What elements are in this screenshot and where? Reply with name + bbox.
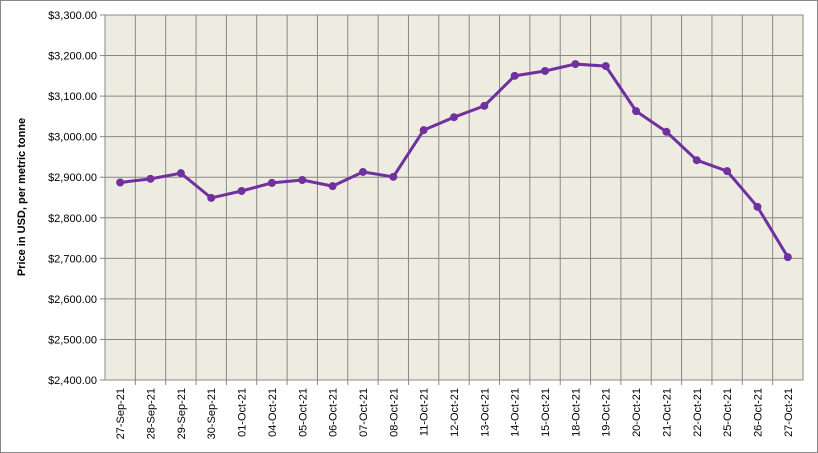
x-tick-label: 30-Sep-21 bbox=[206, 388, 218, 439]
point bbox=[692, 156, 701, 165]
x-tick-label: 12-Oct-21 bbox=[449, 388, 461, 437]
x-tick-label: 18-Oct-21 bbox=[570, 388, 582, 437]
x-tick-label: 01-Oct-21 bbox=[237, 388, 249, 437]
x-tick-label: 29-Sep-21 bbox=[176, 388, 188, 439]
x-tick-label: 22-Oct-21 bbox=[692, 388, 704, 437]
point bbox=[358, 167, 367, 176]
x-tick-label: 27-Oct-21 bbox=[783, 388, 795, 437]
point bbox=[541, 66, 550, 75]
x-tick-label: 28-Sep-21 bbox=[146, 388, 158, 439]
x-tick-label: 08-Oct-21 bbox=[388, 388, 400, 437]
x-tick-label: 07-Oct-21 bbox=[358, 388, 370, 437]
y-tick-label: $2,800.00 bbox=[48, 213, 97, 225]
x-tick-label: 20-Oct-21 bbox=[631, 388, 643, 437]
point bbox=[328, 182, 337, 191]
x-tick-label: 05-Oct-21 bbox=[297, 388, 309, 437]
point bbox=[389, 172, 398, 181]
y-tick-label: $2,600.00 bbox=[48, 294, 97, 306]
point bbox=[662, 127, 671, 136]
plot-area bbox=[104, 14, 804, 381]
point bbox=[632, 107, 641, 116]
x-tick-label: 26-Oct-21 bbox=[752, 388, 764, 437]
point bbox=[601, 62, 610, 71]
y-tick-label: $2,700.00 bbox=[48, 253, 97, 265]
x-tick-label: 19-Oct-21 bbox=[601, 388, 613, 437]
point bbox=[753, 202, 762, 211]
x-tick-label: 25-Oct-21 bbox=[722, 388, 734, 437]
y-axis-label: Price in USD, per metric tonne bbox=[16, 118, 28, 276]
point bbox=[298, 176, 307, 185]
x-tick-label: 27-Sep-21 bbox=[115, 388, 127, 439]
y-tick-label: $2,400.00 bbox=[48, 375, 97, 387]
y-tick-label: $3,000.00 bbox=[48, 132, 97, 144]
x-tick-label: 15-Oct-21 bbox=[540, 388, 552, 437]
x-tick-label: 11-Oct-21 bbox=[419, 388, 431, 436]
point bbox=[450, 113, 458, 122]
x-tick-label: 13-Oct-21 bbox=[479, 388, 491, 437]
point bbox=[571, 60, 580, 69]
point bbox=[146, 174, 155, 183]
point bbox=[419, 126, 428, 135]
x-tick-label: 21-Oct-21 bbox=[661, 388, 673, 437]
point bbox=[237, 187, 246, 196]
point bbox=[176, 169, 185, 178]
y-tick-label: $3,300.00 bbox=[48, 10, 97, 22]
x-tick-label: 06-Oct-21 bbox=[328, 388, 340, 437]
point bbox=[480, 101, 489, 110]
y-tick-label: $2,900.00 bbox=[48, 172, 97, 184]
y-tick-label: $3,100.00 bbox=[48, 91, 97, 103]
y-tick-label: $2,500.00 bbox=[48, 334, 97, 346]
point bbox=[510, 71, 519, 80]
point bbox=[207, 193, 216, 202]
point bbox=[116, 178, 125, 187]
x-tick-label: 04-Oct-21 bbox=[267, 388, 279, 437]
point bbox=[783, 253, 792, 262]
x-tick-label: 14-Oct-21 bbox=[510, 388, 522, 437]
point bbox=[267, 178, 276, 187]
y-tick-label: $3,200.00 bbox=[48, 51, 97, 63]
point bbox=[723, 167, 732, 176]
